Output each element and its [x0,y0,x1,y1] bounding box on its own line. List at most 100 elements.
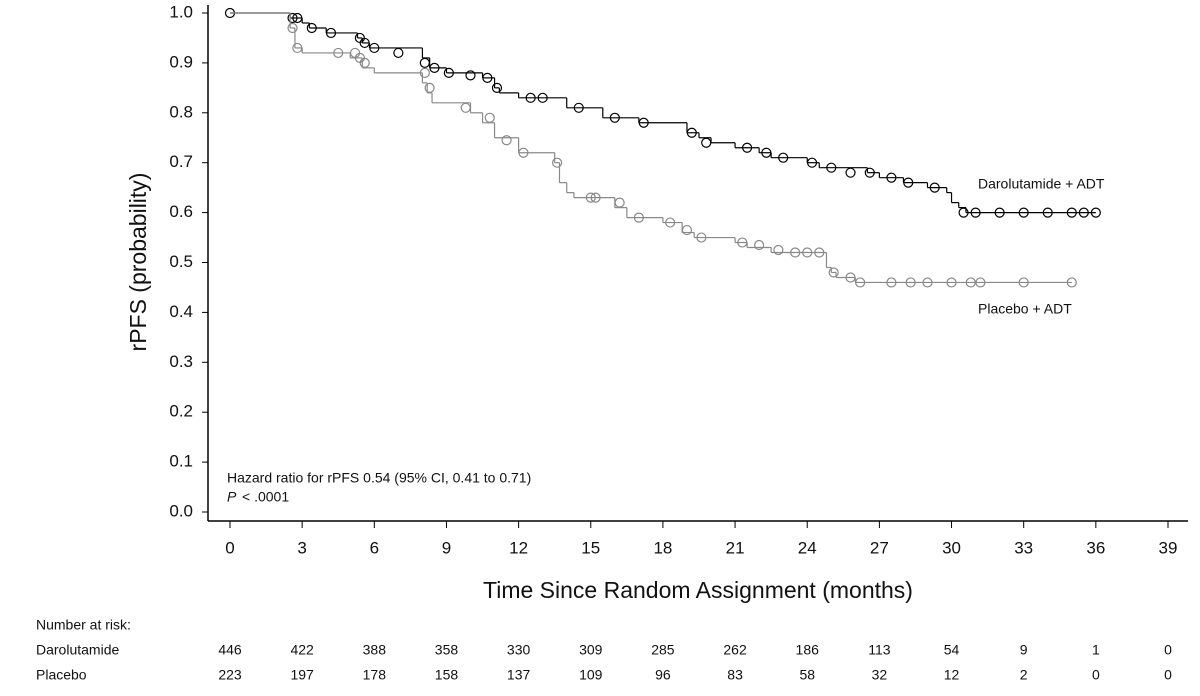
x-tick-label: 24 [798,538,817,557]
risk-value: 330 [507,642,531,658]
censor-mark [1066,207,1077,218]
censor-mark [1078,207,1089,218]
x-tick-label: 3 [297,538,306,557]
censor-mark [965,277,976,288]
censor-mark [518,147,529,158]
censor-mark [1090,207,1101,218]
censor-mark [886,277,897,288]
y-tick-label: 0.3 [169,352,193,371]
censor-mark [590,192,601,203]
censor-mark [701,137,712,148]
censor-mark [573,102,584,113]
risk-value: 358 [435,642,459,658]
risk-value: 1 [1092,642,1100,658]
censor-mark [975,277,986,288]
censor-mark [903,177,914,188]
risk-value: 96 [655,667,671,683]
risk-value: 137 [507,667,531,683]
censor-mark [665,217,676,228]
censor-mark [551,157,563,168]
series-label: Darolutamide + ADT [978,176,1105,192]
censor-mark [761,147,772,158]
risk-title: Number at risk: [36,617,131,633]
censor-mark [864,167,875,178]
censor-mark [696,232,707,243]
censor-mark [845,272,856,283]
x-tick-label: 36 [1086,538,1105,557]
censor-mark [419,67,430,78]
risk-value: 262 [723,642,747,658]
y-tick-label: 0.4 [169,302,193,321]
censor-mark [443,67,454,78]
x-tick-label: 33 [1014,538,1033,557]
censor-mark [393,47,404,59]
censor-mark [773,244,784,256]
p-value: < .0001 [242,489,289,505]
y-tick-label: 0.2 [169,402,193,421]
censor-mark [1018,207,1029,218]
censor-mark [424,82,435,93]
censor-mark [742,142,753,153]
censor-mark [922,277,933,288]
x-tick-label: 21 [726,538,745,557]
risk-value: 83 [727,667,743,683]
x-tick-label: 27 [870,538,889,557]
risk-row-label: Darolutamide [36,642,119,658]
censor-mark [333,47,344,59]
risk-value: 2 [1020,667,1028,683]
y-tick-label: 0.5 [169,252,193,271]
censor-mark [287,12,298,24]
censor-mark [929,182,940,193]
censor-mark [802,247,813,258]
y-tick-label: 0.7 [169,152,193,171]
x-tick-label: 39 [1159,538,1178,557]
risk-value: 58 [799,667,815,683]
risk-value: 0 [1092,667,1100,683]
censor-mark [501,135,512,146]
x-axis-label: Time Since Random Assignment (months) [483,577,913,603]
censor-mark [633,212,644,223]
risk-value: 9 [1020,642,1028,658]
censor-mark [754,239,765,251]
y-tick-label: 1.0 [169,2,193,21]
annotation: Hazard ratio for rPFS 0.54 (95% CI, 0.41… [227,470,531,486]
censor-mark [845,167,856,178]
censor-mark [886,172,897,183]
censor-mark [681,224,693,236]
censor-mark [855,277,866,288]
y-tick-label: 0.8 [169,102,193,121]
censor-mark [287,22,298,34]
censor-mark [1018,277,1029,288]
y-axis-label: rPFS (probability) [125,173,151,352]
censor-mark [1042,207,1053,218]
censor-mark [814,247,825,258]
censor-mark [484,112,495,123]
censor-mark [994,207,1005,218]
censor-mark [970,207,981,218]
censor-mark [638,117,649,128]
risk-value: 197 [290,667,314,683]
censor-mark [826,162,837,173]
risk-value: 32 [872,667,888,683]
y-tick-label: 0.1 [169,452,193,471]
censor-mark [465,70,476,81]
risk-value: 223 [218,667,242,683]
censor-mark [790,247,801,258]
risk-value: 54 [944,642,960,658]
x-tick-label: 15 [581,538,600,557]
censor-mark [482,72,493,83]
x-tick-label: 18 [653,538,672,557]
y-tick-label: 0.9 [169,52,193,71]
censor-mark [419,57,430,69]
censor-mark [525,92,536,103]
risk-value: 113 [868,642,891,658]
censor-mark [905,277,916,288]
risk-value: 158 [435,667,459,683]
risk-value: 0 [1164,667,1172,683]
y-tick-label: 0.0 [169,501,193,520]
censor-mark [325,27,337,39]
censor-mark [686,127,697,138]
risk-value: 109 [579,667,603,683]
risk-value: 285 [651,642,675,658]
